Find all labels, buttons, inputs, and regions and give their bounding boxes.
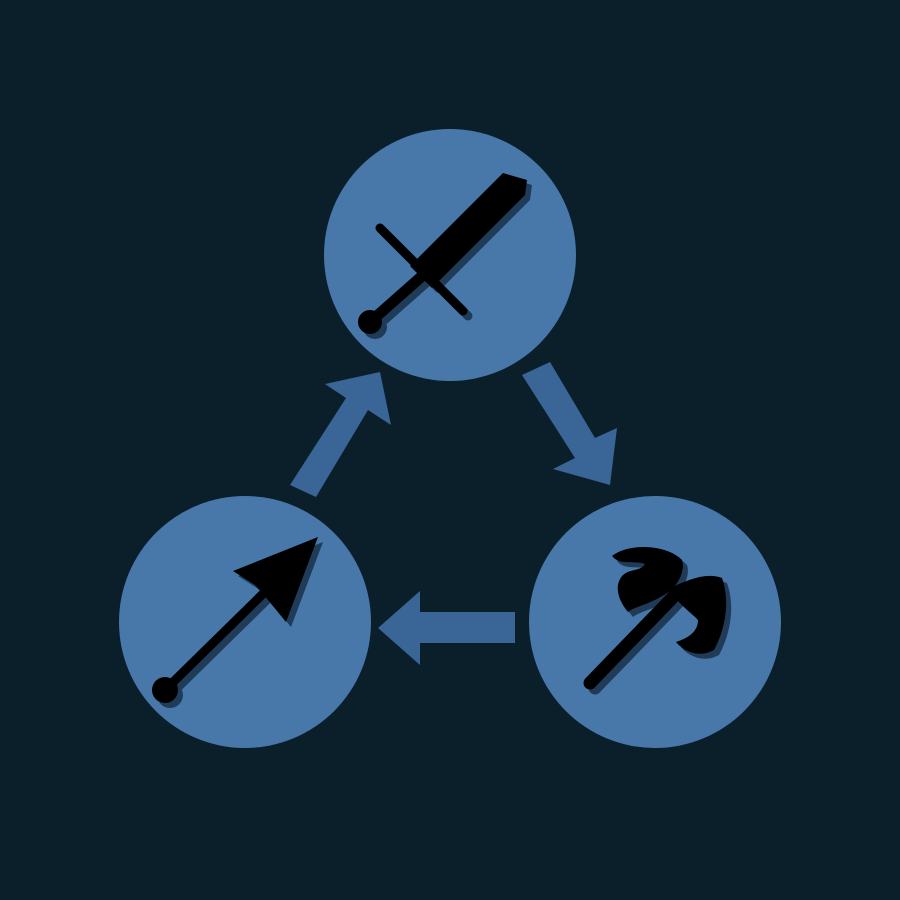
- node-sword: [324, 129, 576, 381]
- node-axe: [529, 496, 781, 748]
- arrow-spear-to-sword: [290, 372, 391, 497]
- node-spear: [119, 496, 371, 748]
- spear-icon: [152, 537, 323, 708]
- arrow-sword-to-axe: [522, 362, 617, 485]
- arrow-axe-to-spear: [378, 591, 515, 665]
- cycle-arrows: [290, 362, 617, 665]
- sword-icon: [358, 173, 532, 339]
- battle-axe-icon: [583, 546, 732, 695]
